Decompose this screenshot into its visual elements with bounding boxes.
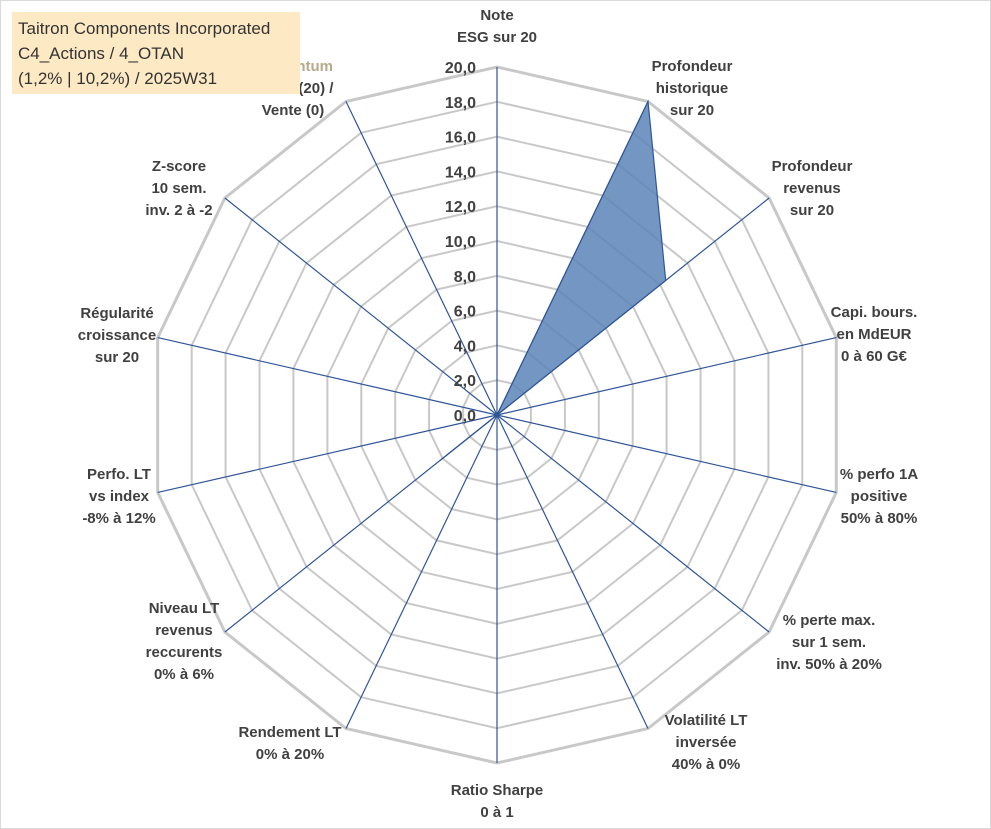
category-label-line: Régularité bbox=[80, 305, 153, 322]
category-label-line: sur 20 bbox=[670, 102, 714, 119]
category-label: Ratio Sharpe 0 à 1 bbox=[451, 782, 544, 821]
tick-label: 4,0 bbox=[454, 338, 476, 355]
category-label-line: 0 à 1 bbox=[480, 804, 513, 821]
category-label-line: 50% à 80% bbox=[841, 510, 918, 527]
category-label-line: vs index bbox=[89, 488, 150, 505]
category-label-line: revenus bbox=[155, 622, 213, 639]
title-line: (1,2% | 10,2%) / 2025W31 bbox=[18, 69, 218, 88]
category-label-line: sur 1 sem. bbox=[792, 634, 866, 651]
category-label-line: 0 à 60 G€ bbox=[841, 348, 908, 365]
category-label: Capi. bours. en MdEUR 0 à 60 G€ bbox=[831, 304, 918, 365]
tick-label: 10,0 bbox=[445, 234, 476, 251]
category-label-line: sur 20 bbox=[790, 202, 834, 219]
category-label-line: Profondeur bbox=[652, 58, 733, 75]
category-label-line: revenus bbox=[783, 180, 841, 197]
category-label: Niveau LT revenus reccurents 0% à 6% bbox=[146, 600, 223, 683]
category-label-line: sur 20 bbox=[95, 349, 139, 366]
category-label-line: positive bbox=[851, 488, 908, 505]
category-label-line: Note bbox=[480, 7, 513, 24]
category-label-line: Rendement LT bbox=[238, 724, 341, 741]
axis-spoke bbox=[224, 197, 498, 416]
axis-spoke bbox=[345, 414, 498, 729]
axis-spoke bbox=[496, 414, 649, 729]
category-label-line: Perfo. LT bbox=[87, 466, 151, 483]
axis-spoke bbox=[157, 414, 498, 493]
category-labels: Note ESG sur 20 Profondeur historique sur 20… bbox=[78, 7, 919, 821]
title-line: Taitron Components Incorporated bbox=[18, 19, 271, 38]
category-label-line: 0% à 6% bbox=[154, 666, 214, 683]
category-label: % perfo 1A positive 50% à 80% bbox=[840, 466, 919, 527]
axis-spoke bbox=[496, 337, 837, 416]
category-label-line: -8% à 12% bbox=[82, 510, 155, 527]
radar-series bbox=[439, 99, 667, 462]
tick-label: 0,0 bbox=[454, 408, 476, 425]
category-label-line: % perte max. bbox=[783, 612, 876, 629]
axis-spoke bbox=[345, 101, 498, 416]
axis-spoke bbox=[157, 337, 498, 416]
category-label-line: croissance bbox=[78, 327, 156, 344]
category-label-line: inv. 50% à 20% bbox=[776, 656, 882, 673]
category-label-line: en MdEUR bbox=[837, 326, 912, 343]
category-label-line: Ratio Sharpe bbox=[451, 782, 544, 799]
category-label-line: ESG sur 20 bbox=[457, 29, 537, 46]
axis-spoke bbox=[496, 414, 770, 633]
category-label-line: inv. 2 à -2 bbox=[145, 202, 212, 219]
category-label-line: inversée bbox=[676, 734, 737, 751]
category-label: % perte max. sur 1 sem. inv. 50% à 20% bbox=[776, 612, 882, 673]
category-label-line: Profondeur bbox=[772, 158, 853, 175]
category-label-line: 0% à 20% bbox=[256, 746, 324, 763]
tick-label: 20,0 bbox=[445, 60, 476, 77]
category-label-line: historique bbox=[656, 80, 729, 97]
category-label-line: % perfo 1A bbox=[840, 466, 919, 483]
category-label-line: Niveau LT bbox=[149, 600, 220, 617]
tick-label: 6,0 bbox=[454, 304, 476, 321]
category-label-line: Vente (0) bbox=[262, 102, 325, 119]
category-label-line: Volatilité LT bbox=[665, 712, 748, 729]
radial-tick-labels: 0,0 2,0 4,0 6,0 8,0 10,0 12,0 14,0 16,0 18,0 20,0 bbox=[445, 60, 476, 425]
category-label: Perfo. LT vs index -8% à 12% bbox=[82, 466, 155, 527]
series-area bbox=[439, 99, 667, 462]
category-label-line: Capi. bours. bbox=[831, 304, 918, 321]
tick-label: 18,0 bbox=[445, 95, 476, 112]
tick-label: 2,0 bbox=[454, 373, 476, 390]
category-label: Profondeur historique sur 20 bbox=[652, 58, 733, 119]
tick-label: 8,0 bbox=[454, 269, 476, 286]
category-label-line: 10 sem. bbox=[151, 180, 206, 197]
chart-title-box: Taitron Components Incorporated C4_Actio… bbox=[12, 12, 300, 94]
tick-label: 14,0 bbox=[445, 164, 476, 181]
category-label: Profondeur revenus sur 20 bbox=[772, 158, 853, 219]
title-line: C4_Actions / 4_OTAN bbox=[18, 44, 184, 63]
label-rest: (20) / bbox=[298, 80, 334, 97]
tick-label: 12,0 bbox=[445, 199, 476, 216]
category-label-line: reccurents bbox=[146, 644, 223, 661]
category-label: Note ESG sur 20 bbox=[457, 7, 537, 46]
category-label: Régularité croissance sur 20 bbox=[78, 305, 156, 366]
axis-spoke bbox=[496, 414, 837, 493]
tick-label: 16,0 bbox=[445, 130, 476, 147]
category-label: Z-score 10 sem. inv. 2 à -2 bbox=[145, 158, 212, 219]
category-label: Rendement LT 0% à 20% bbox=[238, 724, 341, 763]
category-label: Volatilité LT inversée 40% à 0% bbox=[665, 712, 748, 773]
category-label-line: 40% à 0% bbox=[672, 756, 740, 773]
category-label-line: Z-score bbox=[152, 158, 206, 175]
